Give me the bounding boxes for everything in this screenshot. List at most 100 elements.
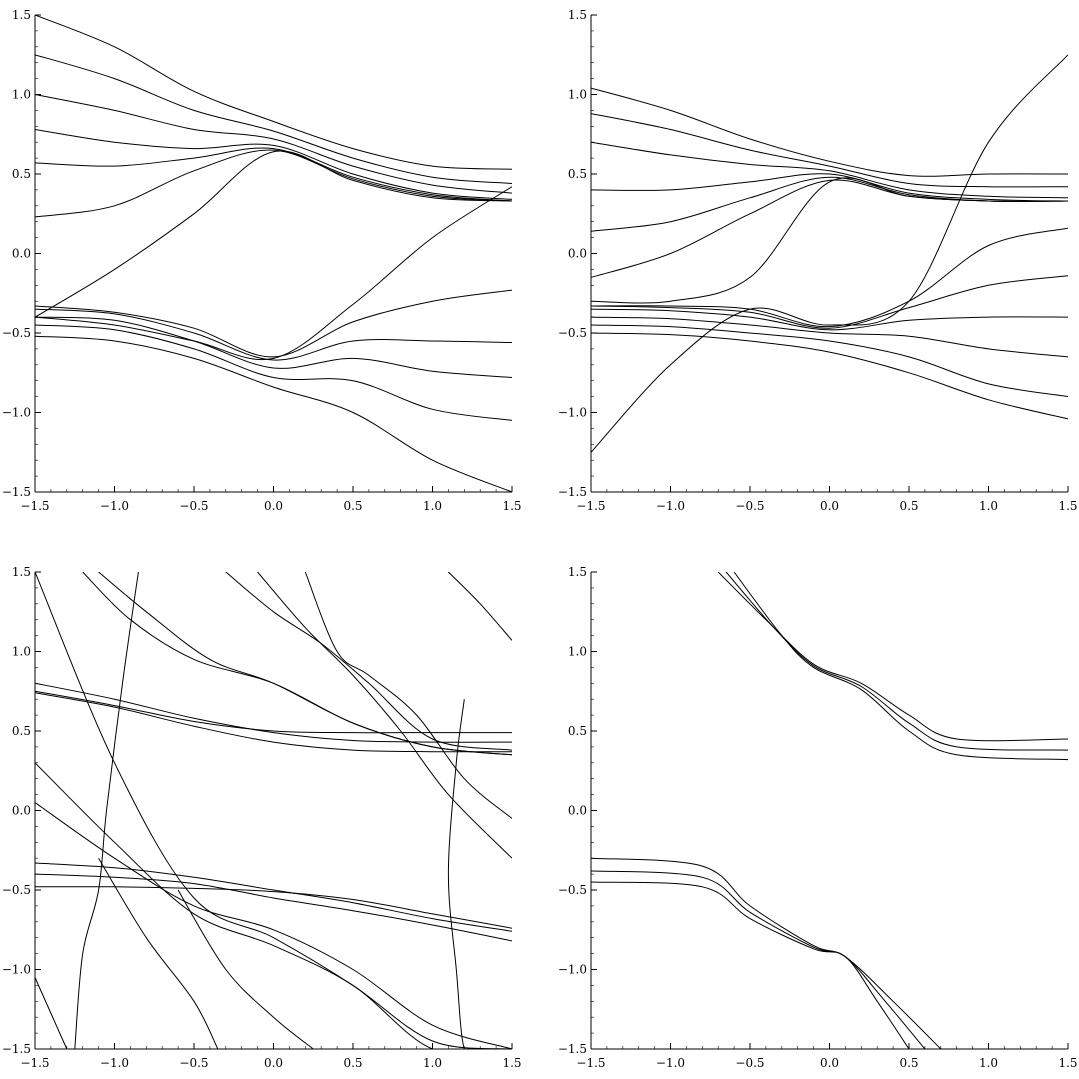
x-tick-label: 1.5 bbox=[502, 499, 521, 513]
x-tick-label: 1.0 bbox=[979, 499, 998, 513]
x-tick-label: 0.0 bbox=[264, 1056, 283, 1070]
x-tick-label: 0.5 bbox=[899, 499, 918, 513]
x-tick-label: 1.5 bbox=[1058, 1056, 1077, 1070]
y-tick-label: −1.5 bbox=[2, 485, 31, 499]
x-tick-label: −0.5 bbox=[735, 499, 764, 513]
x-tick-label: −0.5 bbox=[179, 1056, 208, 1070]
y-tick-label: 0.5 bbox=[12, 724, 31, 738]
series-line-5 bbox=[35, 149, 512, 218]
series-line-3 bbox=[591, 173, 1068, 202]
y-tick-label: 0.0 bbox=[568, 247, 587, 261]
panel-top-left: −1.5 −1.0 −0.5 0.0 0.5 1.0 1.5 −1.5 −1.0 −0.5 0.0 0… bbox=[2, 8, 522, 513]
x-tick-label: −1.5 bbox=[20, 499, 49, 513]
series-line-17 bbox=[35, 977, 68, 1049]
series-line-12 bbox=[35, 335, 512, 492]
series-line-11 bbox=[35, 324, 512, 421]
panel-bottom-right: −1.5 −1.0 −0.5 0.0 0.5 1.0 1.5 −1.5 −1.0 −0.5 0.0 0… bbox=[558, 565, 1078, 1070]
x-tick-label: −0.5 bbox=[179, 499, 208, 513]
x-tick-label: −1.5 bbox=[20, 1056, 49, 1070]
series-line-1 bbox=[591, 113, 1068, 188]
y-tick-label: 1.0 bbox=[568, 88, 587, 102]
series-line-9 bbox=[591, 275, 1068, 329]
y-tick-label: 1.0 bbox=[568, 645, 587, 659]
series-line-5 bbox=[591, 881, 910, 1049]
y-tick-label: 0.0 bbox=[12, 804, 31, 818]
series-line-10 bbox=[35, 316, 512, 378]
y-tick-label: 0.0 bbox=[568, 804, 587, 818]
y-tick-label: 0.5 bbox=[568, 724, 587, 738]
series-line-4 bbox=[35, 147, 512, 202]
series-line-7 bbox=[35, 762, 512, 1049]
series-line-0 bbox=[35, 690, 512, 734]
y-tick-label: −0.5 bbox=[2, 326, 31, 340]
y-tick-label: 1.5 bbox=[568, 565, 587, 579]
series-line-3 bbox=[35, 129, 512, 200]
y-tick-label: −1.5 bbox=[558, 1042, 587, 1056]
series-line-15 bbox=[74, 572, 139, 1049]
y-tick-label: 1.0 bbox=[12, 88, 31, 102]
series-line-8 bbox=[591, 227, 1068, 328]
series-line-6 bbox=[35, 150, 512, 318]
y-tick-label: 0.0 bbox=[12, 247, 31, 261]
series-line-10 bbox=[98, 572, 512, 756]
series-line-3 bbox=[35, 862, 512, 932]
x-tick-label: 0.0 bbox=[264, 499, 283, 513]
x-tick-label: 0.5 bbox=[899, 1056, 918, 1070]
y-tick-label: 1.0 bbox=[12, 645, 31, 659]
series-line-9 bbox=[35, 308, 512, 361]
series-line-2 bbox=[733, 572, 1068, 761]
series-line-4 bbox=[591, 176, 1068, 232]
series-line-4 bbox=[35, 886, 512, 929]
y-tick-label: 0.5 bbox=[568, 167, 587, 181]
y-tick-label: 1.5 bbox=[12, 8, 31, 22]
y-tick-label: −1.5 bbox=[558, 485, 587, 499]
x-tick-label: −1.0 bbox=[100, 1056, 129, 1070]
series-line-12 bbox=[591, 324, 1068, 398]
curves bbox=[35, 572, 512, 1049]
x-tick-label: −1.0 bbox=[656, 1056, 685, 1070]
series-line-12 bbox=[257, 572, 512, 859]
x-tick-label: −1.0 bbox=[100, 499, 129, 513]
series-line-6 bbox=[35, 572, 512, 1049]
series-line-3 bbox=[591, 857, 942, 1049]
x-tick-label: 1.5 bbox=[502, 1056, 521, 1070]
x-tick-label: 0.5 bbox=[343, 499, 362, 513]
x-tick-label: 1.0 bbox=[423, 1056, 442, 1070]
series-line-6 bbox=[591, 177, 1068, 304]
series-line-1 bbox=[35, 54, 512, 184]
x-tick-label: 1.0 bbox=[979, 1056, 998, 1070]
series-line-0 bbox=[717, 572, 1068, 742]
y-tick-label: −1.5 bbox=[2, 1042, 31, 1056]
series-line-8 bbox=[35, 289, 512, 358]
series-line-2 bbox=[35, 94, 512, 194]
series-line-5 bbox=[35, 873, 512, 942]
x-tick-label: −1.5 bbox=[576, 499, 605, 513]
y-tick-label: 1.5 bbox=[568, 8, 587, 22]
series-line-13 bbox=[304, 572, 512, 819]
series-line-1 bbox=[35, 682, 512, 743]
series-line-11 bbox=[591, 316, 1068, 358]
y-tick-label: −0.5 bbox=[2, 883, 31, 897]
series-line-1 bbox=[725, 572, 1068, 751]
y-tick-label: −0.5 bbox=[558, 326, 587, 340]
curves bbox=[591, 54, 1068, 453]
series-line-16 bbox=[447, 699, 481, 1049]
x-tick-label: 0.0 bbox=[820, 499, 839, 513]
y-tick-label: −1.0 bbox=[558, 963, 587, 977]
x-tick-label: 1.0 bbox=[423, 499, 442, 513]
y-tick-label: 0.5 bbox=[12, 167, 31, 181]
series-line-0 bbox=[591, 87, 1068, 177]
x-tick-label: −0.5 bbox=[735, 1056, 764, 1070]
panel-top-right: −1.5 −1.0 −0.5 0.0 0.5 1.0 1.5 −1.5 −1.0 −0.5 0.0 0… bbox=[558, 8, 1078, 513]
series-line-13 bbox=[591, 332, 1068, 420]
series-line-18 bbox=[98, 857, 219, 1049]
x-tick-label: 0.0 bbox=[820, 1056, 839, 1070]
y-tick-label: −1.0 bbox=[2, 963, 31, 977]
series-line-2 bbox=[591, 141, 1068, 199]
y-tick-label: −1.0 bbox=[558, 406, 587, 420]
series-line-9 bbox=[82, 572, 512, 756]
curves bbox=[591, 572, 1068, 1049]
panel-bottom-left: −1.5 −1.0 −0.5 0.0 0.5 1.0 1.5 −1.5 −1.0 −0.5 0.0 0… bbox=[2, 565, 522, 1070]
x-tick-label: −1.5 bbox=[576, 1056, 605, 1070]
